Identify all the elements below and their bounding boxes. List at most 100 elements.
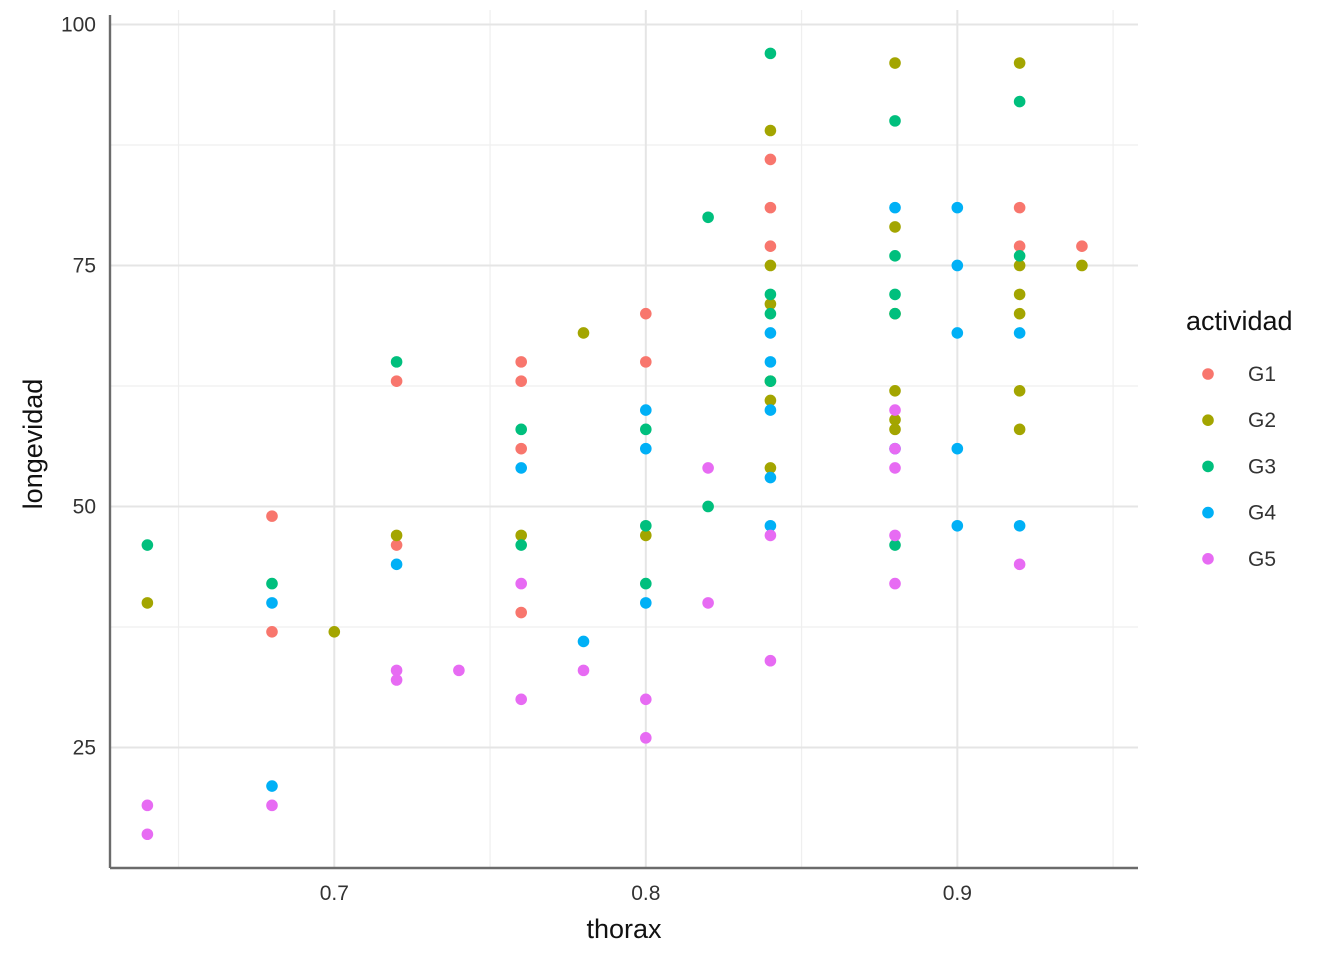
data-point-g5 (702, 462, 714, 474)
data-point-g1 (390, 539, 403, 551)
data-point-g5 (515, 693, 527, 706)
data-point-g4 (951, 519, 964, 532)
data-point-g1 (515, 356, 527, 368)
data-point-g5 (889, 462, 901, 474)
data-point-g4 (640, 404, 652, 416)
data-point-g2 (889, 413, 901, 426)
data-point-g3 (640, 423, 652, 436)
data-point-layer (141, 47, 1088, 841)
legend-label-g5: G5 (1248, 548, 1276, 571)
data-point-g3 (764, 47, 777, 60)
data-point-g5 (453, 664, 465, 677)
data-point-g3 (764, 307, 777, 320)
data-point-g2 (1013, 307, 1026, 320)
data-point-g1 (764, 240, 777, 252)
data-point-g4 (764, 471, 777, 484)
data-point-g5 (390, 674, 403, 686)
legend-title: actividad (1186, 306, 1293, 336)
legend-label-g1: G1 (1248, 363, 1276, 386)
data-point-g5 (889, 577, 901, 590)
legend-key-g1 (1202, 368, 1214, 380)
data-point-g2 (515, 529, 527, 542)
data-point-g3 (515, 423, 527, 436)
data-point-g3 (702, 211, 714, 224)
data-point-g2 (1013, 423, 1026, 436)
data-point-g5 (1013, 558, 1026, 571)
legend: actividad G1 G2 G3 G4 G5 (1186, 306, 1293, 571)
data-point-g1 (266, 510, 278, 522)
data-point-g2 (889, 384, 901, 397)
data-point-g2 (764, 259, 777, 272)
data-point-g4 (266, 597, 278, 609)
x-tick-label: 0.7 (320, 882, 349, 905)
data-point-g4 (640, 597, 652, 609)
data-point-g3 (266, 577, 278, 590)
data-point-g3 (889, 115, 901, 127)
data-point-g5 (640, 732, 652, 744)
data-point-g2 (764, 298, 777, 310)
data-point-g3 (764, 288, 777, 301)
legend-label-g4: G4 (1248, 502, 1276, 525)
data-point-g2 (1013, 259, 1026, 272)
data-point-g1 (515, 606, 527, 619)
data-point-g5 (889, 529, 901, 542)
legend-key-g2 (1202, 414, 1214, 427)
data-point-g3 (390, 356, 403, 368)
data-point-g5 (141, 799, 154, 812)
data-point-g3 (1013, 250, 1026, 262)
data-point-g5 (764, 654, 777, 667)
data-point-g1 (640, 307, 652, 320)
data-point-g4 (951, 259, 964, 272)
data-point-g3 (889, 288, 901, 301)
data-point-g3 (889, 307, 901, 320)
axis-layer (108, 15, 1138, 870)
data-point-g1 (390, 375, 403, 387)
data-point-g3 (889, 250, 901, 262)
data-point-g3 (764, 375, 777, 387)
data-point-g4 (764, 519, 777, 532)
data-point-g4 (764, 356, 777, 368)
data-point-g4 (764, 404, 777, 416)
data-point-g3 (889, 539, 901, 551)
data-point-g3 (640, 519, 652, 532)
legend-label-g2: G2 (1248, 409, 1276, 432)
data-point-g5 (640, 693, 652, 706)
data-point-g1 (1013, 201, 1026, 214)
y-tick-label: 25 (73, 736, 96, 759)
data-point-g2 (764, 124, 777, 137)
data-point-g3 (702, 500, 714, 513)
data-point-g3 (141, 539, 154, 551)
data-point-g5 (764, 529, 777, 542)
data-point-g5 (141, 828, 154, 841)
y-tick-label: 50 (73, 495, 96, 518)
data-point-g5 (702, 597, 714, 609)
data-point-g2 (1076, 259, 1088, 272)
tick-label-layer: 0.7 0.8 0.9 25 50 75 100 (61, 13, 972, 905)
grid-layer (110, 10, 1138, 869)
data-point-g2 (889, 221, 901, 233)
data-point-g1 (515, 375, 527, 387)
data-point-g2 (889, 57, 901, 69)
data-point-g2 (328, 626, 341, 638)
data-point-g5 (889, 442, 901, 455)
data-point-g5 (266, 799, 278, 812)
data-point-g4 (889, 201, 901, 214)
data-point-g3 (1013, 95, 1026, 108)
data-point-g5 (390, 664, 403, 677)
data-point-g1 (1076, 240, 1088, 252)
data-point-g4 (1013, 519, 1026, 532)
data-point-g2 (764, 462, 777, 474)
data-point-g2 (390, 529, 403, 542)
data-point-g1 (266, 626, 278, 638)
data-point-g4 (640, 442, 652, 455)
data-point-g1 (515, 442, 527, 455)
data-point-g1 (764, 201, 777, 214)
data-point-g2 (889, 423, 901, 436)
x-tick-label: 0.9 (943, 882, 972, 905)
data-point-g2 (764, 394, 777, 407)
data-point-g5 (889, 404, 901, 416)
data-point-g4 (266, 780, 278, 792)
y-tick-label: 100 (61, 13, 96, 36)
